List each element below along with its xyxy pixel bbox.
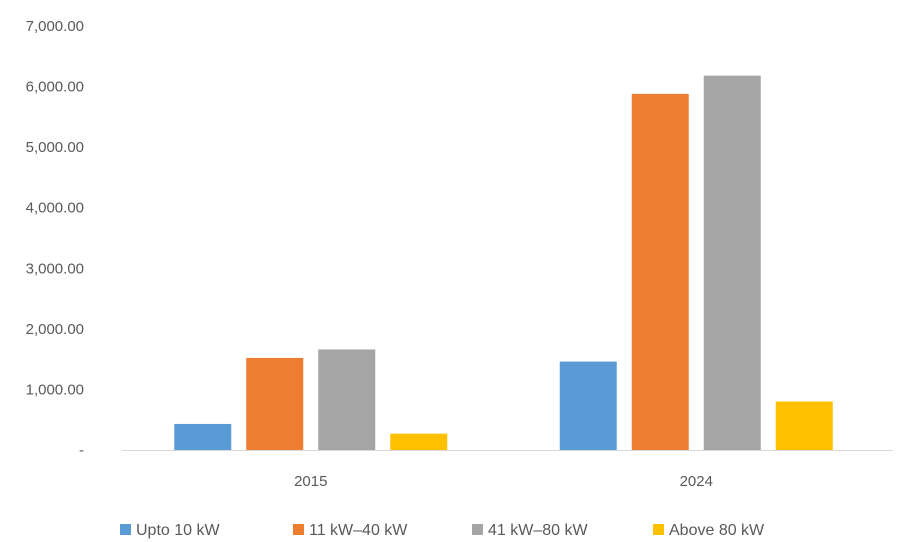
y-tick-label: 1,000.00 xyxy=(26,381,84,398)
bar-above-80-kw-2024 xyxy=(775,401,833,450)
x-tick-label: 2024 xyxy=(680,473,713,490)
legend-swatch xyxy=(472,524,483,535)
legend-label: Above 80 kW xyxy=(669,522,765,539)
x-axis-labels: 2015 2024 xyxy=(294,473,713,490)
bar-41-kw-80-kw-2015 xyxy=(318,349,376,450)
legend-swatch xyxy=(120,524,131,535)
bar-above-80-kw-2015 xyxy=(390,433,448,450)
bars xyxy=(174,75,833,450)
y-tick-label: - xyxy=(79,442,84,459)
legend-label: Upto 10 kW xyxy=(136,522,220,539)
y-tick-label: 2,000.00 xyxy=(26,321,84,338)
bar-upto-10-kw-2024 xyxy=(559,361,617,450)
legend-label: 41 kW–80 kW xyxy=(488,522,588,539)
x-tick-label: 2015 xyxy=(294,473,327,490)
bar-11-kw-40-kw-2024 xyxy=(631,93,689,450)
legend-label: 11 kW–40 kW xyxy=(309,522,408,539)
bar-41-kw-80-kw-2024 xyxy=(703,75,761,450)
y-tick-label: 7,000.00 xyxy=(26,18,84,35)
y-axis-ticks: - 1,000.00 2,000.00 3,000.00 4,000.00 5,000.0… xyxy=(26,18,84,459)
y-tick-label: 4,000.00 xyxy=(26,200,84,217)
legend: Upto 10 kW 11 kW–40 kW 41 kW–80 kW Above 80… xyxy=(120,522,765,539)
bar-upto-10-kw-2015 xyxy=(174,423,232,450)
y-tick-label: 6,000.00 xyxy=(26,79,84,96)
y-tick-label: 5,000.00 xyxy=(26,139,84,156)
legend-swatch xyxy=(293,524,304,535)
y-tick-label: 3,000.00 xyxy=(26,260,84,277)
bar-11-kw-40-kw-2015 xyxy=(246,357,304,450)
legend-swatch xyxy=(653,524,664,535)
